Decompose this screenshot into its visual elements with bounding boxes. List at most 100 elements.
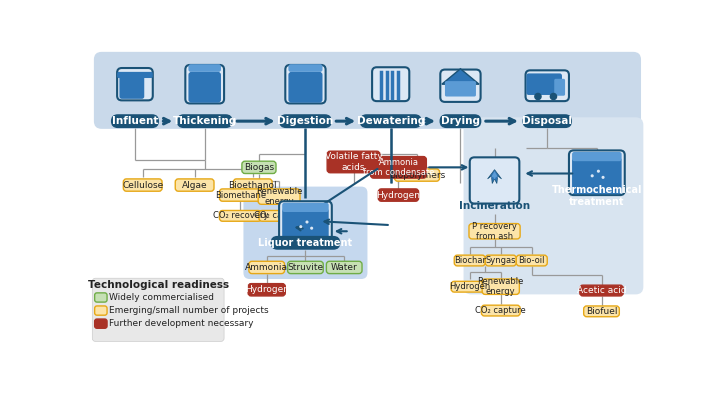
FancyBboxPatch shape bbox=[395, 169, 439, 181]
FancyBboxPatch shape bbox=[289, 72, 323, 103]
Text: Syngas: Syngas bbox=[485, 256, 516, 265]
Text: Biochar: Biochar bbox=[454, 256, 486, 265]
FancyBboxPatch shape bbox=[117, 72, 153, 78]
Text: Incineration: Incineration bbox=[459, 201, 530, 211]
FancyBboxPatch shape bbox=[482, 279, 519, 294]
Text: Struvite: Struvite bbox=[287, 263, 323, 272]
Text: Hydrogen: Hydrogen bbox=[377, 190, 420, 200]
Text: Biofuel: Biofuel bbox=[586, 307, 617, 316]
Text: Drying: Drying bbox=[441, 116, 480, 126]
Circle shape bbox=[550, 94, 557, 100]
Polygon shape bbox=[487, 170, 502, 184]
FancyBboxPatch shape bbox=[580, 285, 624, 296]
FancyBboxPatch shape bbox=[287, 261, 323, 274]
FancyBboxPatch shape bbox=[189, 72, 221, 103]
FancyBboxPatch shape bbox=[526, 70, 569, 101]
Text: Water: Water bbox=[330, 263, 358, 272]
FancyBboxPatch shape bbox=[523, 114, 572, 128]
Text: Digestion: Digestion bbox=[277, 116, 333, 126]
FancyBboxPatch shape bbox=[233, 179, 272, 191]
FancyBboxPatch shape bbox=[94, 306, 107, 315]
Text: Emerging/small number of projects: Emerging/small number of projects bbox=[109, 306, 269, 315]
Circle shape bbox=[300, 225, 302, 228]
Text: Hydrogen: Hydrogen bbox=[449, 282, 490, 291]
Circle shape bbox=[535, 94, 541, 100]
Text: Technological readiness: Technological readiness bbox=[88, 280, 229, 290]
FancyBboxPatch shape bbox=[220, 210, 261, 221]
Text: Ammonia: Ammonia bbox=[246, 263, 288, 272]
FancyBboxPatch shape bbox=[242, 161, 276, 174]
FancyBboxPatch shape bbox=[584, 306, 619, 317]
Polygon shape bbox=[490, 171, 498, 180]
Text: Renewable
energy: Renewable energy bbox=[256, 187, 302, 206]
Text: Biogas: Biogas bbox=[244, 163, 274, 172]
FancyBboxPatch shape bbox=[454, 255, 485, 266]
FancyBboxPatch shape bbox=[92, 278, 224, 341]
Text: Further development necessary: Further development necessary bbox=[109, 319, 253, 328]
FancyBboxPatch shape bbox=[569, 150, 625, 195]
FancyBboxPatch shape bbox=[360, 114, 422, 128]
FancyBboxPatch shape bbox=[572, 157, 621, 194]
Circle shape bbox=[305, 220, 309, 224]
Circle shape bbox=[601, 176, 605, 179]
FancyBboxPatch shape bbox=[441, 70, 481, 102]
Text: Algae: Algae bbox=[182, 180, 207, 190]
FancyBboxPatch shape bbox=[469, 157, 519, 204]
Text: Bioethanol: Bioethanol bbox=[228, 180, 277, 190]
Circle shape bbox=[310, 227, 313, 230]
Text: Bio-oil: Bio-oil bbox=[518, 256, 545, 265]
FancyBboxPatch shape bbox=[123, 179, 162, 191]
Text: Biomethane: Biomethane bbox=[215, 190, 266, 200]
FancyBboxPatch shape bbox=[177, 114, 233, 128]
Text: Widely commercialised: Widely commercialised bbox=[109, 293, 214, 302]
FancyBboxPatch shape bbox=[554, 79, 565, 96]
FancyBboxPatch shape bbox=[175, 179, 214, 191]
FancyBboxPatch shape bbox=[445, 81, 476, 96]
Text: CO₂ capture: CO₂ capture bbox=[475, 306, 526, 315]
FancyBboxPatch shape bbox=[371, 156, 426, 178]
FancyBboxPatch shape bbox=[271, 236, 341, 250]
Text: Hydrogen: Hydrogen bbox=[245, 285, 289, 294]
Text: Biopolymers: Biopolymers bbox=[389, 170, 445, 180]
Text: Volatile fatty
acids: Volatile fatty acids bbox=[325, 152, 382, 172]
Text: Liquor treatment: Liquor treatment bbox=[258, 238, 353, 248]
FancyBboxPatch shape bbox=[439, 114, 482, 128]
FancyBboxPatch shape bbox=[282, 208, 329, 245]
FancyBboxPatch shape bbox=[185, 65, 224, 104]
FancyBboxPatch shape bbox=[464, 117, 644, 294]
Text: Thermochemical
treatment: Thermochemical treatment bbox=[552, 185, 642, 207]
FancyBboxPatch shape bbox=[94, 293, 107, 302]
Text: Dewatering: Dewatering bbox=[356, 116, 425, 126]
FancyBboxPatch shape bbox=[289, 64, 323, 72]
FancyBboxPatch shape bbox=[482, 305, 520, 316]
Text: Disposal: Disposal bbox=[522, 116, 572, 126]
Text: CO₂ recovery: CO₂ recovery bbox=[212, 211, 268, 220]
FancyBboxPatch shape bbox=[372, 67, 409, 101]
Text: Influent: Influent bbox=[112, 116, 158, 126]
FancyBboxPatch shape bbox=[485, 255, 516, 266]
FancyBboxPatch shape bbox=[516, 255, 547, 266]
Text: Renewable
energy: Renewable energy bbox=[477, 277, 524, 296]
Text: Thickening: Thickening bbox=[173, 116, 237, 126]
FancyBboxPatch shape bbox=[117, 68, 153, 100]
FancyBboxPatch shape bbox=[326, 261, 362, 274]
Text: Ammonia
from condensate: Ammonia from condensate bbox=[363, 158, 434, 177]
FancyBboxPatch shape bbox=[282, 203, 329, 212]
Circle shape bbox=[597, 170, 600, 173]
Text: CO₂ capture: CO₂ capture bbox=[253, 211, 305, 220]
FancyBboxPatch shape bbox=[469, 224, 520, 239]
FancyBboxPatch shape bbox=[526, 74, 562, 95]
Text: Acetic acid: Acetic acid bbox=[577, 286, 626, 295]
FancyBboxPatch shape bbox=[572, 152, 621, 161]
FancyBboxPatch shape bbox=[248, 284, 285, 296]
FancyBboxPatch shape bbox=[378, 189, 418, 201]
FancyBboxPatch shape bbox=[279, 114, 332, 128]
FancyBboxPatch shape bbox=[249, 261, 284, 274]
FancyBboxPatch shape bbox=[189, 64, 221, 72]
FancyBboxPatch shape bbox=[285, 65, 325, 104]
FancyBboxPatch shape bbox=[279, 201, 332, 246]
FancyBboxPatch shape bbox=[94, 52, 641, 129]
Polygon shape bbox=[442, 69, 479, 84]
Text: P recovery
from ash: P recovery from ash bbox=[472, 222, 517, 241]
FancyBboxPatch shape bbox=[220, 189, 261, 201]
